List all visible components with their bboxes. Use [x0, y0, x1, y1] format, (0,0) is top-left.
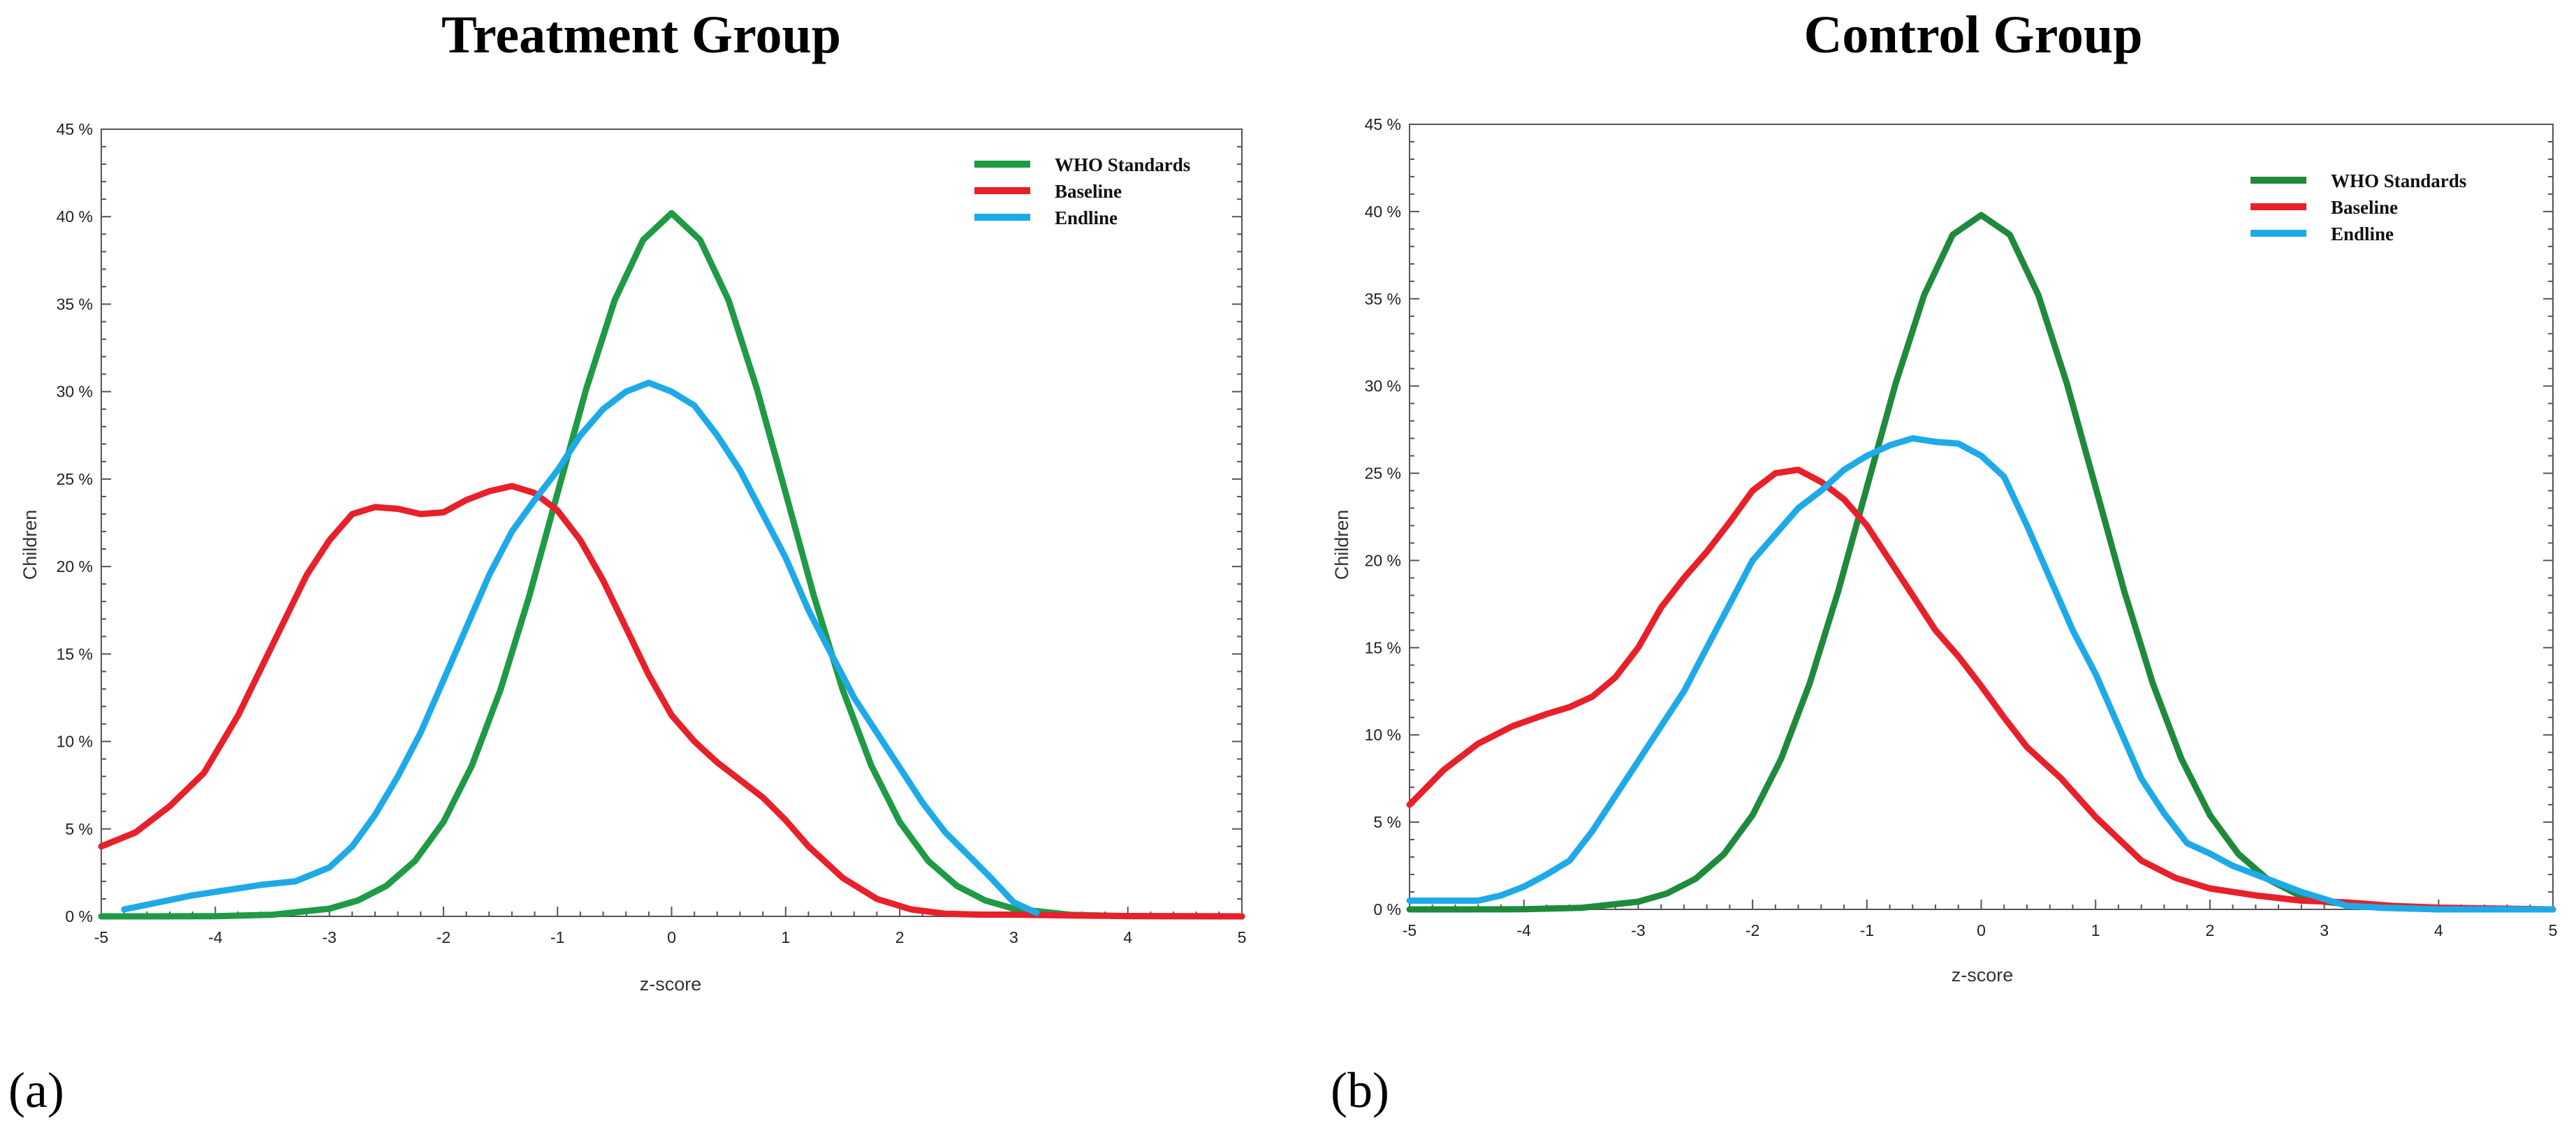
x-tick-label: 3	[1009, 928, 1018, 946]
x-tick-label: 2	[2206, 921, 2215, 939]
y-tick-label: 25 %	[57, 470, 93, 488]
x-tick-label: 5	[1238, 928, 1247, 946]
y-tick-label: 5 %	[1373, 813, 1401, 831]
y-tick-label: 15 %	[1365, 638, 1401, 657]
chart-title: Control Group	[1804, 6, 2143, 64]
legend-label: WHO Standards	[2331, 170, 2466, 191]
y-tick-label: 5 %	[65, 820, 93, 838]
series-line-endline	[121, 379, 1040, 916]
x-tick-label: 3	[2320, 921, 2329, 939]
x-tick-label: -3	[322, 928, 336, 946]
y-tick-label: 0 %	[65, 907, 93, 925]
y-tick-label: 35 %	[57, 295, 93, 313]
y-tick-label: 30 %	[1365, 377, 1401, 395]
chart-title: Treatment Group	[441, 6, 841, 64]
plot-frame	[101, 129, 1243, 917]
series-line-baseline	[98, 483, 1245, 920]
legend-label: Baseline	[2331, 197, 2398, 218]
y-tick-label: 40 %	[57, 207, 93, 226]
panel-label: (b)	[1331, 1062, 1389, 1118]
x-tick-label: -2	[1746, 921, 1759, 939]
x-tick-label: 4	[1123, 928, 1132, 946]
y-axis-label: Children	[20, 510, 41, 580]
series-line-who-standards	[1406, 212, 2556, 913]
x-tick-label: -2	[437, 928, 451, 946]
legend-label: Baseline	[1055, 181, 1122, 202]
x-tick-label: 0	[1977, 921, 1986, 939]
x-tick-label: -4	[1516, 921, 1531, 939]
legend-label: Endline	[1055, 207, 1118, 228]
y-tick-label: 25 %	[1365, 464, 1401, 483]
series-line-who-standards	[98, 210, 1245, 920]
y-tick-label: 10 %	[1365, 726, 1401, 744]
x-tick-label: 0	[667, 928, 676, 946]
x-tick-label: 2	[895, 928, 905, 946]
x-tick-label: 1	[781, 928, 790, 946]
x-axis-label: z-score	[640, 974, 702, 995]
x-tick-label: -5	[1403, 921, 1417, 939]
legend-label: WHO Standards	[1055, 154, 1190, 175]
x-tick-label: 1	[2091, 921, 2100, 939]
x-tick-label: 5	[2549, 921, 2558, 939]
x-tick-label: -3	[1631, 921, 1645, 939]
series-line-endline	[1406, 435, 2556, 913]
x-tick-label: -5	[94, 928, 108, 946]
y-tick-label: 20 %	[1365, 551, 1401, 569]
y-tick-label: 30 %	[57, 383, 93, 401]
x-tick-label: -4	[208, 928, 223, 946]
x-tick-label: -1	[1860, 921, 1874, 939]
y-tick-label: 45 %	[1365, 115, 1401, 133]
y-tick-label: 45 %	[57, 120, 93, 138]
y-tick-label: 10 %	[57, 733, 93, 751]
y-tick-label: 20 %	[57, 557, 93, 576]
y-tick-label: 35 %	[1365, 290, 1401, 308]
y-tick-label: 40 %	[1365, 203, 1401, 221]
series-line-baseline	[1406, 467, 2556, 913]
chart-panel-control: Control Group Children z-score (b) -5 -4 -…	[1331, 6, 2557, 1118]
legend-label: Endline	[2331, 224, 2394, 244]
x-axis-label: z-score	[1952, 965, 2014, 986]
x-tick-label: -1	[550, 928, 564, 946]
y-tick-label: 0 %	[1373, 900, 1401, 918]
chart-panel-treatment: Treatment Group Children z-score (a) -5 -…	[8, 6, 1246, 1118]
y-axis-label: Children	[1331, 510, 1352, 580]
y-tick-label: 15 %	[57, 645, 93, 663]
x-tick-label: 4	[2434, 921, 2443, 939]
panel-label: (a)	[8, 1062, 64, 1118]
